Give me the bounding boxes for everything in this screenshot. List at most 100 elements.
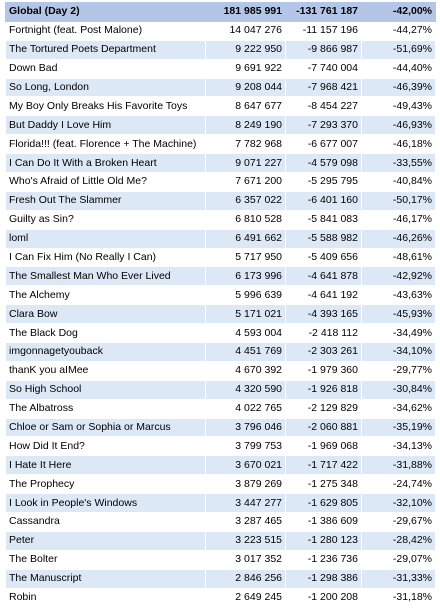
pct-change-cell[interactable]: -46,39% <box>361 77 436 98</box>
song-name-cell[interactable]: Florida!!! (feat. Florence + The Machine… <box>5 134 206 155</box>
streams-cell[interactable]: 2 649 245 <box>205 587 286 608</box>
pct-change-cell[interactable]: -30,84% <box>361 379 436 400</box>
pct-change-cell[interactable]: -29,07% <box>361 549 436 570</box>
streams-cell[interactable]: 4 670 392 <box>205 360 286 381</box>
streams-cell[interactable]: 7 782 968 <box>205 134 286 155</box>
song-name-cell[interactable]: The Smallest Man Who Ever Lived <box>5 266 206 287</box>
song-name-cell[interactable]: Down Bad <box>5 58 206 79</box>
change-cell[interactable]: -5 409 656 <box>285 247 362 268</box>
change-cell[interactable]: -5 588 982 <box>285 228 362 249</box>
change-cell[interactable]: -7 740 004 <box>285 58 362 79</box>
streams-cell[interactable]: 9 071 227 <box>205 153 286 174</box>
streams-cell[interactable]: 4 593 004 <box>205 323 286 344</box>
pct-change-cell[interactable]: -31,18% <box>361 587 436 608</box>
song-name-cell[interactable]: The Bolter <box>5 549 206 570</box>
pct-change-cell[interactable]: -28,42% <box>361 530 436 551</box>
change-cell[interactable]: -1 280 123 <box>285 530 362 551</box>
pct-change-cell[interactable]: -42,92% <box>361 266 436 287</box>
header-title-cell[interactable]: Global (Day 2) <box>5 2 206 22</box>
change-cell[interactable]: -4 393 165 <box>285 304 362 325</box>
song-name-cell[interactable]: My Boy Only Breaks His Favorite Toys <box>5 96 206 117</box>
streams-cell[interactable]: 2 846 256 <box>205 568 286 589</box>
pct-change-cell[interactable]: -29,77% <box>361 360 436 381</box>
change-cell[interactable]: -1 386 609 <box>285 512 362 532</box>
pct-change-cell[interactable]: -34,62% <box>361 398 436 419</box>
pct-change-cell[interactable]: -31,88% <box>361 455 436 476</box>
song-name-cell[interactable]: imgonnagetyouback <box>5 342 206 362</box>
pct-change-cell[interactable]: -51,69% <box>361 39 436 60</box>
pct-change-cell[interactable]: -50,17% <box>361 190 436 211</box>
streams-cell[interactable]: 6 810 528 <box>205 209 286 230</box>
song-name-cell[interactable]: The Prophecy <box>5 474 206 495</box>
song-name-cell[interactable]: But Daddy I Love Him <box>5 115 206 136</box>
streams-cell[interactable]: 5 996 639 <box>205 285 286 306</box>
streams-cell[interactable]: 7 671 200 <box>205 172 286 192</box>
song-name-cell[interactable]: How Did It End? <box>5 436 206 457</box>
pct-change-cell[interactable]: -44,27% <box>361 20 436 41</box>
song-name-cell[interactable]: The Tortured Poets Department <box>5 39 206 60</box>
song-name-cell[interactable]: thanK you aIMee <box>5 360 206 381</box>
pct-change-cell[interactable]: -34,10% <box>361 342 436 362</box>
streams-cell[interactable]: 3 670 021 <box>205 455 286 476</box>
change-cell[interactable]: -1 200 208 <box>285 587 362 608</box>
pct-change-cell[interactable]: -34,49% <box>361 323 436 344</box>
change-cell[interactable]: -4 641 878 <box>285 266 362 287</box>
song-name-cell[interactable]: Chloe or Sam or Sophia or Marcus <box>5 417 206 438</box>
streams-cell[interactable]: 9 222 950 <box>205 39 286 60</box>
pct-change-cell[interactable]: -43,63% <box>361 285 436 306</box>
song-name-cell[interactable]: Robin <box>5 587 206 608</box>
pct-change-cell[interactable]: -33,55% <box>361 153 436 174</box>
change-cell[interactable]: -1 236 736 <box>285 549 362 570</box>
change-cell[interactable]: -5 841 083 <box>285 209 362 230</box>
song-name-cell[interactable]: Fortnight (feat. Post Malone) <box>5 20 206 41</box>
pct-change-cell[interactable]: -46,18% <box>361 134 436 155</box>
pct-change-cell[interactable]: -40,84% <box>361 172 436 192</box>
pct-change-cell[interactable]: -48,61% <box>361 247 436 268</box>
header-pct-cell[interactable]: -42,00% <box>361 2 436 22</box>
song-name-cell[interactable]: Clara Bow <box>5 304 206 325</box>
pct-change-cell[interactable]: -49,43% <box>361 96 436 117</box>
song-name-cell[interactable]: The Albatross <box>5 398 206 419</box>
streams-cell[interactable]: 6 357 022 <box>205 190 286 211</box>
streams-cell[interactable]: 6 491 662 <box>205 228 286 249</box>
streams-cell[interactable]: 9 691 922 <box>205 58 286 79</box>
song-name-cell[interactable]: loml <box>5 228 206 249</box>
pct-change-cell[interactable]: -34,13% <box>361 436 436 457</box>
pct-change-cell[interactable]: -35,19% <box>361 417 436 438</box>
pct-change-cell[interactable]: -45,93% <box>361 304 436 325</box>
change-cell[interactable]: -9 866 987 <box>285 39 362 60</box>
header-streams-cell[interactable]: 181 985 991 <box>205 2 286 22</box>
song-name-cell[interactable]: Cassandra <box>5 512 206 532</box>
song-name-cell[interactable]: Who's Afraid of Little Old Me? <box>5 172 206 192</box>
streams-cell[interactable]: 3 796 046 <box>205 417 286 438</box>
change-cell[interactable]: -2 060 881 <box>285 417 362 438</box>
change-cell[interactable]: -1 275 348 <box>285 474 362 495</box>
change-cell[interactable]: -1 717 422 <box>285 455 362 476</box>
streams-cell[interactable]: 8 647 677 <box>205 96 286 117</box>
header-change-cell[interactable]: -131 761 187 <box>285 2 362 22</box>
streams-cell[interactable]: 4 022 765 <box>205 398 286 419</box>
pct-change-cell[interactable]: -46,26% <box>361 228 436 249</box>
song-name-cell[interactable]: Guilty as Sin? <box>5 209 206 230</box>
pct-change-cell[interactable]: -31,33% <box>361 568 436 589</box>
streams-cell[interactable]: 5 171 021 <box>205 304 286 325</box>
streams-cell[interactable]: 6 173 996 <box>205 266 286 287</box>
pct-change-cell[interactable]: -29,67% <box>361 512 436 532</box>
streams-cell[interactable]: 14 047 276 <box>205 20 286 41</box>
streams-cell[interactable]: 3 017 352 <box>205 549 286 570</box>
change-cell[interactable]: -2 129 829 <box>285 398 362 419</box>
pct-change-cell[interactable]: -46,93% <box>361 115 436 136</box>
change-cell[interactable]: -1 979 360 <box>285 360 362 381</box>
change-cell[interactable]: -1 969 068 <box>285 436 362 457</box>
song-name-cell[interactable]: So Long, London <box>5 77 206 98</box>
change-cell[interactable]: -8 454 227 <box>285 96 362 117</box>
change-cell[interactable]: -2 418 112 <box>285 323 362 344</box>
song-name-cell[interactable]: So High School <box>5 379 206 400</box>
song-name-cell[interactable]: The Black Dog <box>5 323 206 344</box>
change-cell[interactable]: -7 293 370 <box>285 115 362 136</box>
streams-cell[interactable]: 8 249 190 <box>205 115 286 136</box>
pct-change-cell[interactable]: -32,10% <box>361 493 436 514</box>
streams-cell[interactable]: 3 223 515 <box>205 530 286 551</box>
song-name-cell[interactable]: Peter <box>5 530 206 551</box>
streams-cell[interactable]: 5 717 950 <box>205 247 286 268</box>
